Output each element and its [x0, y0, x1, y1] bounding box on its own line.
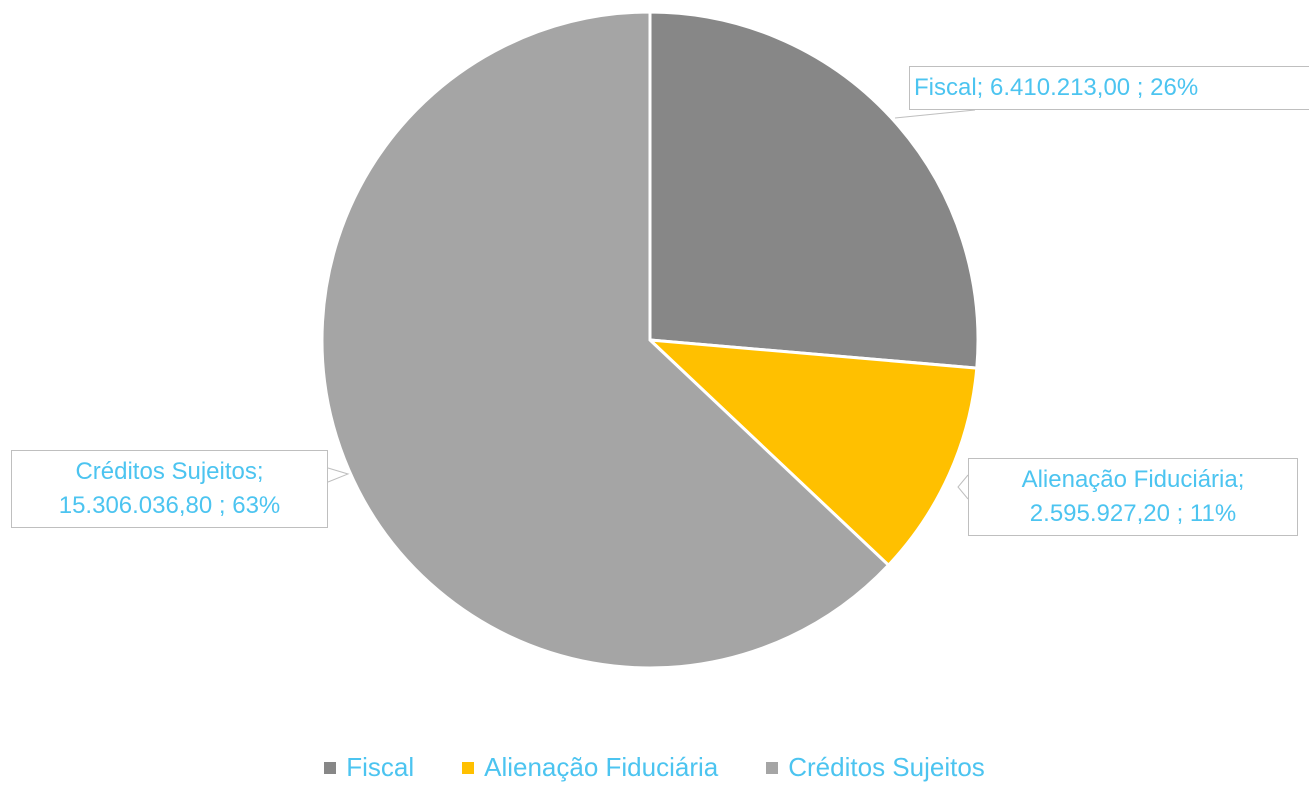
data-label: Créditos Sujeitos; 15.306.036,80 ; 63%	[11, 450, 328, 528]
leader-line	[894, 109, 976, 119]
legend: Fiscal Alienação Fiduciária Créditos Sujei…	[0, 752, 1309, 783]
legend-item: Alienação Fiduciária	[462, 752, 718, 783]
legend-swatch	[766, 761, 779, 774]
legend-item: Fiscal	[324, 752, 414, 783]
pie-slice	[320, 10, 891, 670]
leader-line	[327, 467, 350, 483]
pie-slice	[648, 10, 980, 370]
legend-item: Créditos Sujeitos	[766, 752, 985, 783]
pie-slice	[645, 338, 979, 568]
legend-label: Fiscal	[346, 752, 415, 782]
legend-label: Alienação Fiduciária	[484, 752, 719, 782]
leader-line	[957, 474, 969, 500]
legend-label: Créditos Sujeitos	[788, 752, 985, 782]
data-label: Alienação Fiduciária; 2.595.927,20 ; 11%	[968, 458, 1298, 536]
legend-swatch	[324, 761, 337, 774]
legend-swatch	[462, 761, 475, 774]
data-label: Fiscal; 6.410.213,00 ; 26%	[909, 66, 1309, 110]
